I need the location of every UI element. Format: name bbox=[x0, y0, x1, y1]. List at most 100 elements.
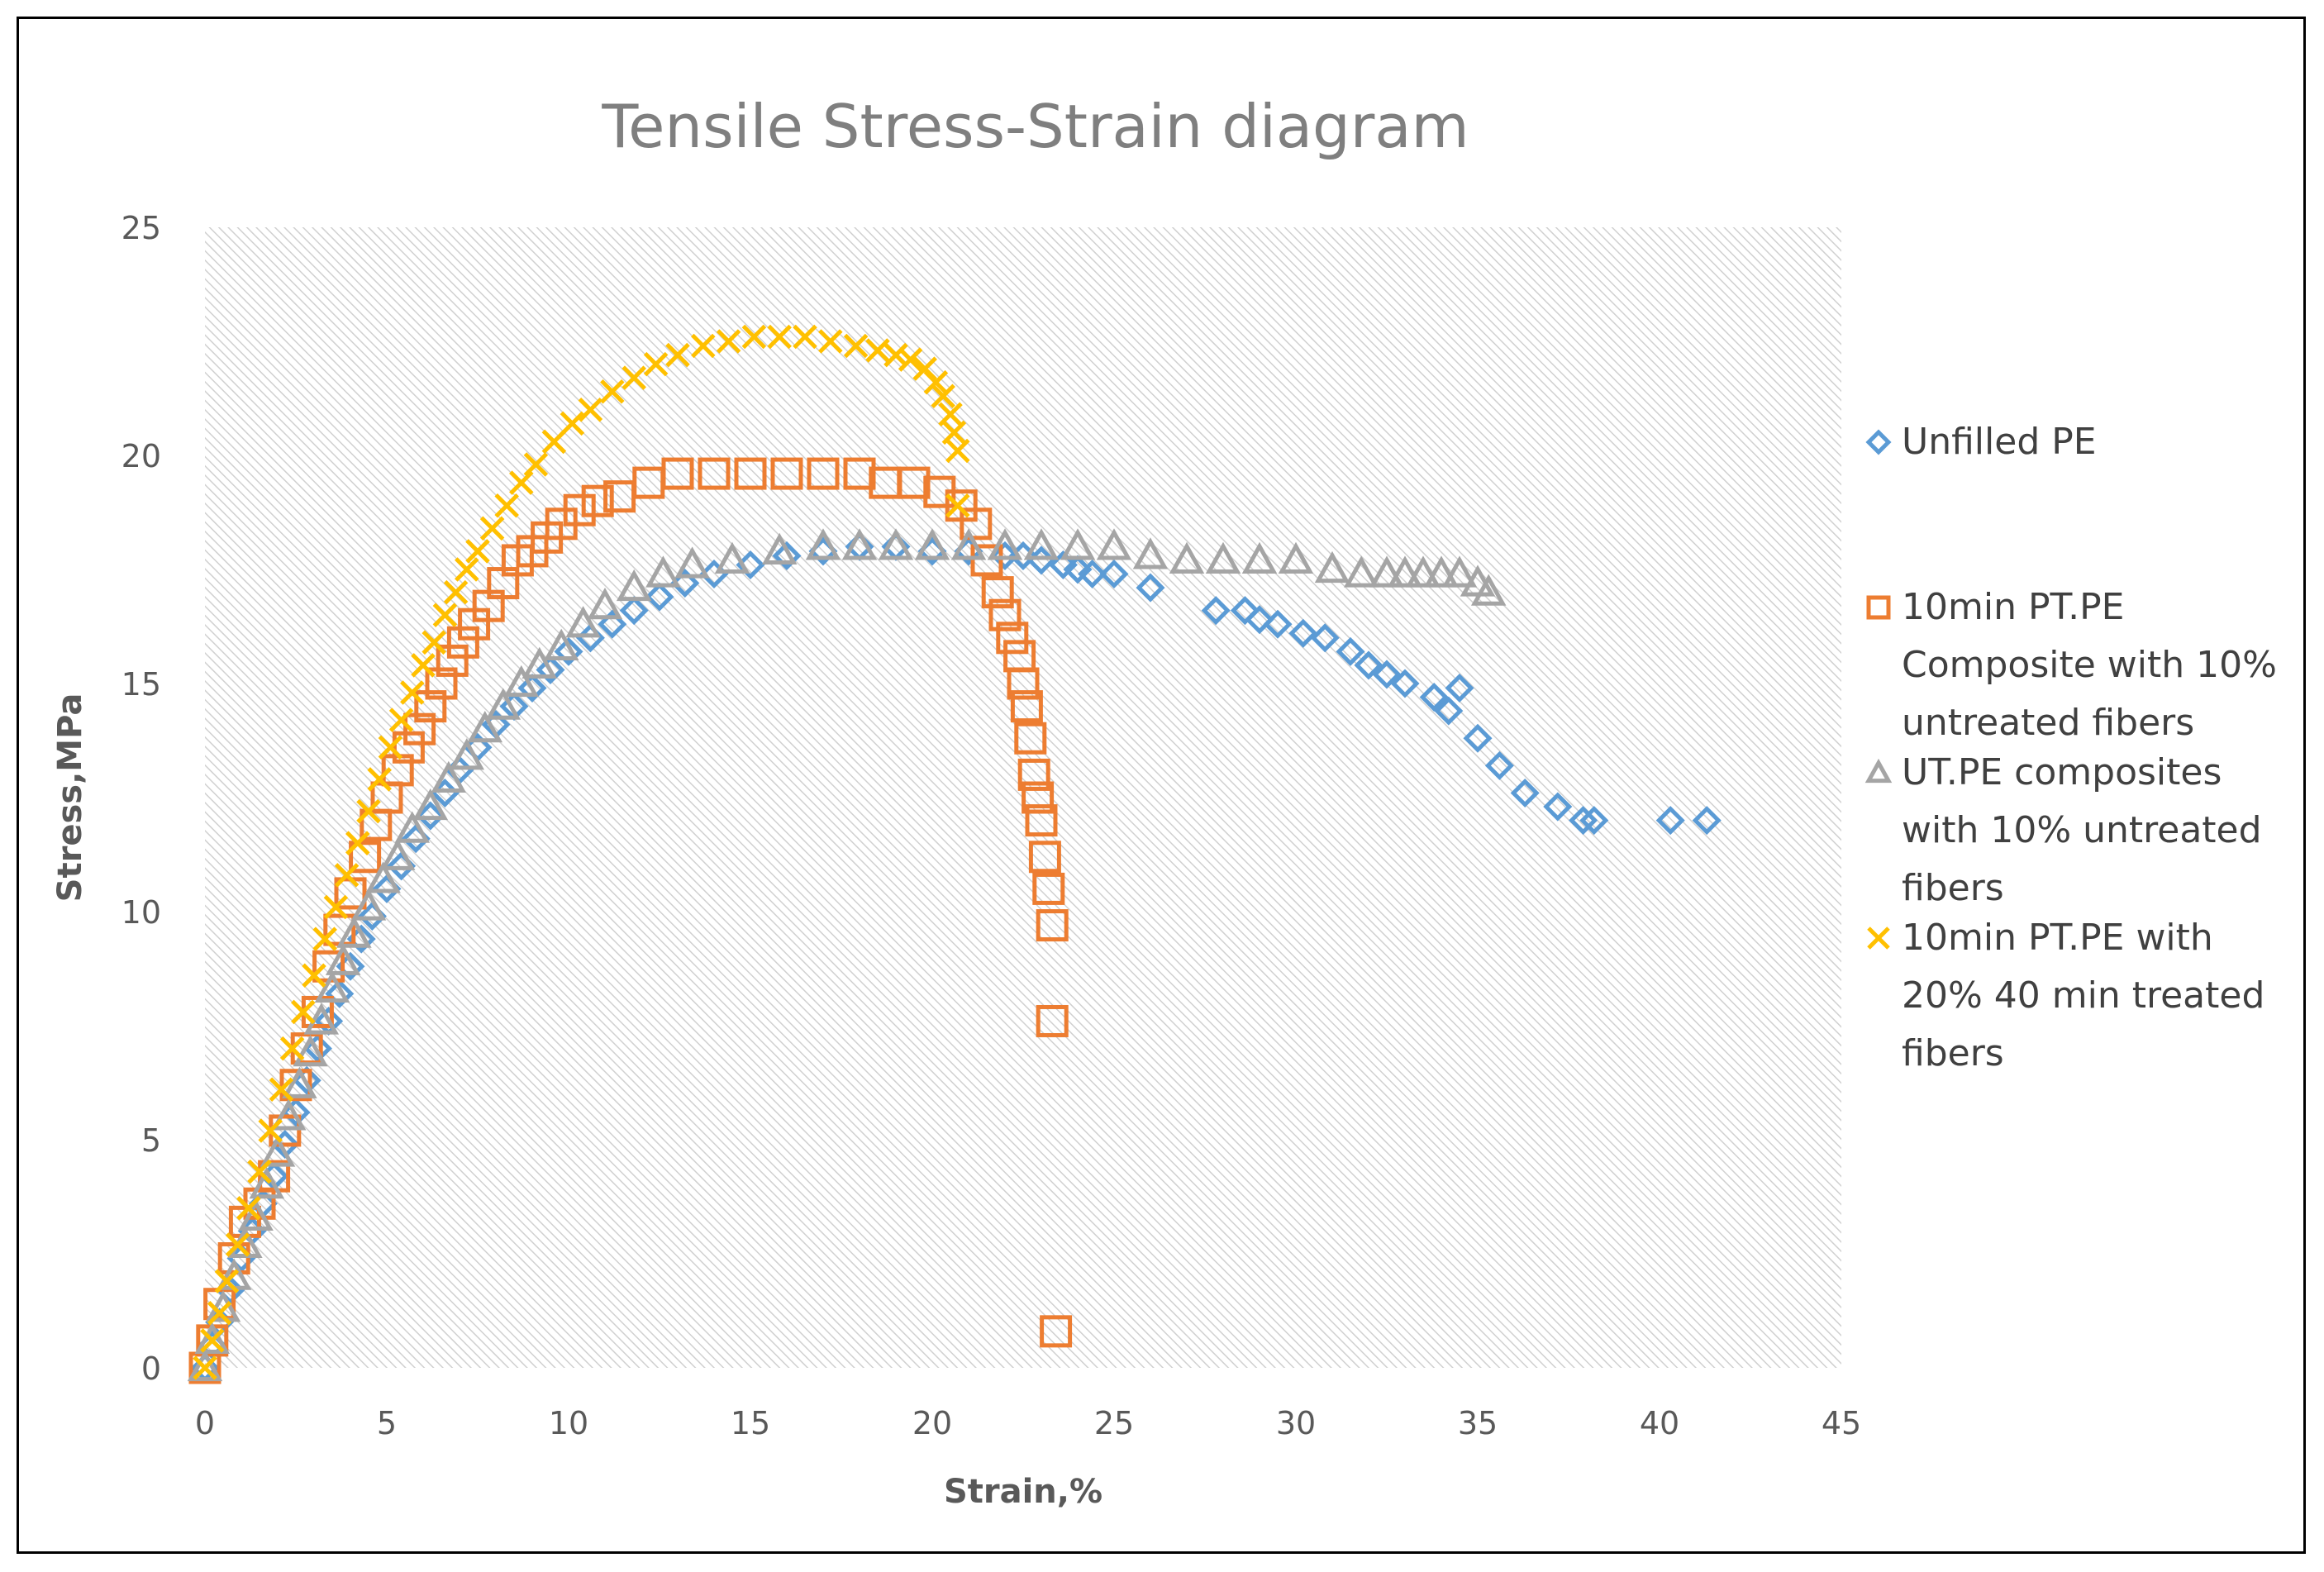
data-point bbox=[734, 457, 767, 490]
data-point bbox=[432, 603, 458, 627]
data-point bbox=[279, 1036, 305, 1061]
data-point bbox=[923, 369, 949, 395]
data-point bbox=[1007, 667, 1040, 700]
legend-marker bbox=[1864, 758, 1893, 784]
data-point bbox=[563, 493, 596, 526]
x-tick-label: 40 bbox=[1640, 1405, 1679, 1441]
data-point bbox=[467, 711, 503, 743]
data-point bbox=[509, 470, 534, 495]
data-point bbox=[281, 1098, 311, 1127]
data-point bbox=[1263, 609, 1293, 639]
data-point bbox=[394, 811, 431, 843]
data-point bbox=[741, 324, 767, 350]
y-tick-label: 25 bbox=[121, 210, 161, 246]
data-point bbox=[1023, 528, 1060, 560]
data-point bbox=[598, 609, 627, 639]
data-point bbox=[187, 1349, 223, 1382]
data-point bbox=[379, 838, 416, 870]
data-point bbox=[258, 1160, 291, 1193]
data-point bbox=[843, 457, 876, 490]
data-point bbox=[314, 970, 350, 1003]
data-point bbox=[1060, 528, 1096, 560]
data-point bbox=[1022, 781, 1055, 814]
data-point bbox=[1387, 555, 1423, 588]
data-point bbox=[981, 576, 1014, 609]
data-point bbox=[416, 801, 445, 831]
data-point bbox=[425, 667, 458, 700]
data-point bbox=[302, 1034, 332, 1064]
data-point bbox=[521, 646, 558, 679]
data-point bbox=[645, 555, 681, 588]
legend-entry: UT.PE composites with 10% untreated fibers bbox=[1864, 751, 2262, 909]
legend-label: fibers bbox=[1902, 1032, 2004, 1074]
data-point bbox=[1230, 596, 1260, 626]
data-point bbox=[914, 528, 950, 560]
data-point bbox=[841, 528, 878, 560]
data-point bbox=[479, 516, 505, 541]
legend-label: Composite with 10% bbox=[1902, 644, 2277, 686]
data-point bbox=[258, 1118, 283, 1143]
data-point bbox=[945, 493, 970, 518]
data-point bbox=[878, 528, 914, 560]
data-point bbox=[1484, 750, 1514, 780]
data-point bbox=[621, 365, 646, 390]
data-point bbox=[193, 1355, 217, 1380]
data-point bbox=[1445, 673, 1474, 703]
data-point bbox=[716, 329, 741, 354]
x-tick-label: 10 bbox=[549, 1405, 588, 1441]
data-point bbox=[523, 452, 549, 477]
data-point bbox=[1010, 690, 1043, 723]
data-point bbox=[293, 1034, 328, 1067]
data-point bbox=[805, 528, 841, 560]
data-point bbox=[443, 579, 469, 605]
data-point bbox=[412, 788, 449, 821]
data-point bbox=[446, 626, 479, 659]
data-point bbox=[1390, 669, 1420, 698]
data-point bbox=[898, 466, 931, 499]
data-point bbox=[345, 831, 370, 855]
data-point bbox=[883, 342, 908, 368]
data-point bbox=[247, 1159, 272, 1184]
data-point bbox=[1470, 574, 1507, 606]
data-point bbox=[691, 333, 716, 359]
data-point bbox=[194, 1322, 231, 1354]
series-4 bbox=[193, 324, 970, 1380]
data-point bbox=[554, 636, 583, 666]
data-point bbox=[485, 688, 521, 720]
data-point bbox=[898, 347, 923, 372]
data-point bbox=[325, 943, 361, 975]
data-point bbox=[865, 338, 890, 363]
data-point bbox=[1017, 758, 1050, 791]
chart-canvas: Tensile Stress-Strain diagram 0 5 10 15 20 25… bbox=[51, 92, 2277, 1511]
data-point bbox=[1136, 573, 1165, 603]
data-point bbox=[1014, 722, 1047, 755]
data-point bbox=[1434, 696, 1464, 726]
x-tick-label: 0 bbox=[195, 1405, 215, 1441]
data-point bbox=[1405, 555, 1441, 588]
data-point bbox=[1288, 618, 1318, 648]
data-point bbox=[1354, 650, 1383, 680]
data-point bbox=[1205, 541, 1241, 574]
data-point bbox=[670, 569, 700, 598]
legend-marker bbox=[1866, 595, 1891, 620]
data-point bbox=[996, 622, 1029, 655]
data-point bbox=[392, 731, 425, 764]
data-point bbox=[400, 680, 425, 705]
data-point bbox=[945, 438, 970, 464]
data-point bbox=[600, 379, 625, 404]
data-point bbox=[1419, 683, 1449, 712]
data-point bbox=[1099, 559, 1129, 589]
data-point bbox=[1028, 841, 1061, 874]
data-point bbox=[674, 546, 710, 579]
data-point bbox=[292, 1065, 321, 1095]
data-point bbox=[1036, 1004, 1069, 1037]
data-point bbox=[350, 888, 387, 921]
data-point bbox=[503, 665, 540, 698]
data-point bbox=[1078, 559, 1107, 589]
data-point bbox=[356, 798, 381, 824]
data-point bbox=[365, 861, 401, 893]
legend: Unfilled PE 10min PT.PE Composite with 10%… bbox=[1864, 421, 2277, 1074]
data-point bbox=[1655, 806, 1685, 836]
data-point bbox=[1692, 806, 1722, 836]
x-tick-label: 20 bbox=[912, 1405, 952, 1441]
